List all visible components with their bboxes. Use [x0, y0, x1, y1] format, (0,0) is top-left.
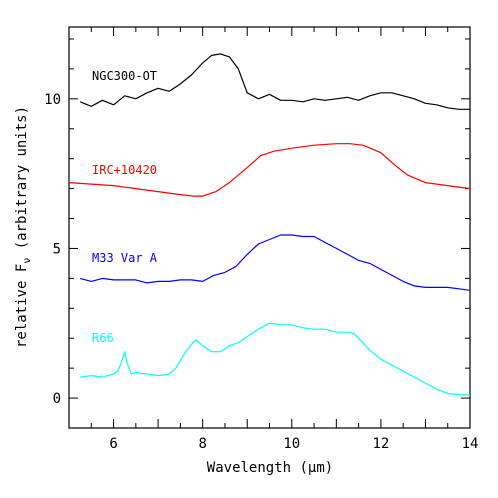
- series-line-m33-var-a: [79, 234, 471, 291]
- x-tick-label: 14: [462, 436, 479, 452]
- x-tick-label: 8: [198, 436, 206, 452]
- series-line-ngc300-ot: [79, 53, 470, 110]
- y-tick-label: 10: [44, 92, 61, 108]
- series-layer: [68, 53, 471, 396]
- y-tick-label: 5: [53, 241, 61, 257]
- axis-ticks: [68, 27, 471, 429]
- series-line-irc-10420: [68, 143, 471, 197]
- y-axis-label: relative Fν (arbitrary units): [14, 106, 33, 348]
- series-label-irc-10420: IRC+10420: [92, 163, 157, 177]
- y-axis-label-main: relative F: [14, 264, 30, 348]
- series-line-r66: [80, 322, 471, 396]
- y-axis-label-subscript: ν: [22, 258, 33, 264]
- tick-labels: 6 8 10 12 14 0 5 10: [44, 92, 478, 452]
- series-label-ngc300-ot: NGC300-OT: [92, 69, 157, 83]
- x-tick-label: 12: [372, 436, 389, 452]
- x-tick-label: 10: [283, 436, 300, 452]
- series-label-m33-var-a: M33 Var A: [92, 251, 158, 265]
- y-axis-label-suffix: (arbitrary units): [14, 106, 30, 258]
- y-tick-label: 0: [53, 391, 61, 407]
- series-label-r66: R66: [92, 331, 114, 345]
- x-axis-label: Wavelength (μm): [207, 460, 333, 476]
- series-labels: NGC300-OT IRC+10420 M33 Var A R66: [92, 69, 158, 345]
- x-tick-label: 6: [109, 436, 117, 452]
